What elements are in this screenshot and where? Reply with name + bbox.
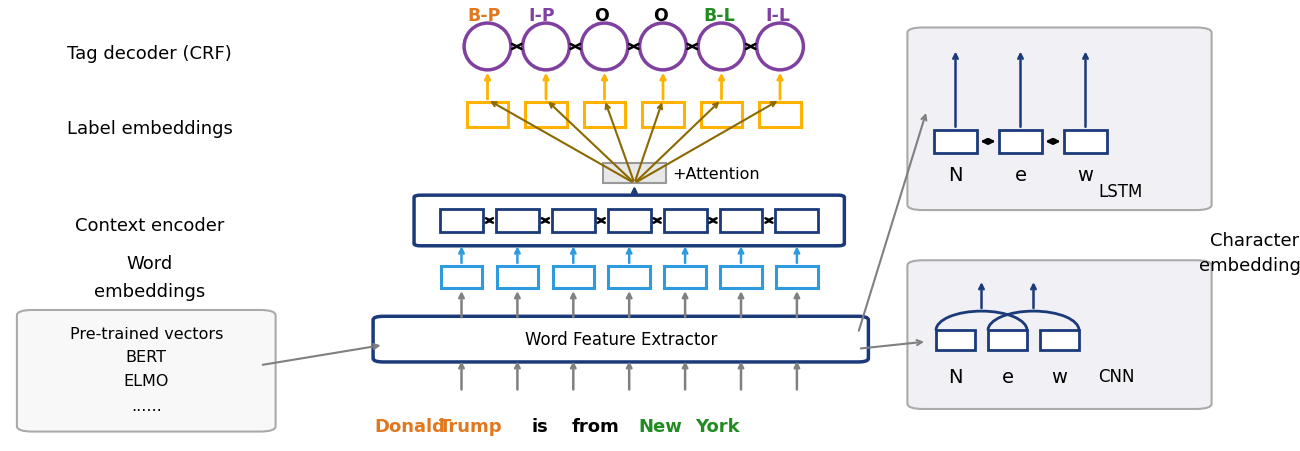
- Text: LSTM: LSTM: [1098, 183, 1143, 201]
- FancyBboxPatch shape: [907, 261, 1212, 409]
- Bar: [584, 102, 625, 127]
- Bar: [603, 163, 666, 184]
- Bar: [933, 130, 978, 154]
- Bar: [441, 266, 482, 289]
- FancyBboxPatch shape: [17, 310, 276, 432]
- Text: N: N: [948, 166, 963, 184]
- Text: e: e: [1001, 367, 1014, 386]
- Bar: [642, 102, 684, 127]
- Ellipse shape: [581, 24, 628, 71]
- Text: is: is: [532, 417, 547, 435]
- Text: B-L: B-L: [703, 7, 734, 25]
- Text: Donald: Donald: [374, 417, 445, 435]
- Text: Trump: Trump: [439, 417, 502, 435]
- Bar: [552, 266, 594, 289]
- Text: I-L: I-L: [764, 7, 790, 25]
- Bar: [552, 209, 595, 233]
- Text: I-P: I-P: [529, 7, 555, 25]
- Bar: [1000, 130, 1043, 154]
- Text: CNN: CNN: [1098, 368, 1135, 386]
- Text: Label embeddings: Label embeddings: [66, 120, 233, 138]
- Text: w: w: [1078, 166, 1093, 184]
- Text: N: N: [948, 367, 963, 386]
- Text: embeddings: embeddings: [94, 282, 205, 300]
- FancyBboxPatch shape: [413, 196, 845, 246]
- Ellipse shape: [464, 24, 511, 71]
- Bar: [759, 102, 801, 127]
- Text: BERT: BERT: [126, 349, 166, 364]
- Text: ......: ......: [131, 398, 161, 414]
- Ellipse shape: [698, 24, 745, 71]
- Ellipse shape: [523, 24, 569, 71]
- Bar: [988, 330, 1027, 351]
- Bar: [497, 266, 538, 289]
- Text: New: New: [638, 417, 682, 435]
- Bar: [439, 209, 482, 233]
- Bar: [467, 102, 508, 127]
- FancyBboxPatch shape: [373, 317, 868, 362]
- Bar: [1063, 130, 1108, 154]
- Bar: [701, 102, 742, 127]
- Bar: [608, 266, 650, 289]
- Bar: [497, 209, 538, 233]
- Text: B-P: B-P: [467, 7, 500, 25]
- Text: from: from: [572, 417, 619, 435]
- Text: Pre-trained vectors: Pre-trained vectors: [70, 326, 222, 341]
- Text: e: e: [1014, 166, 1027, 184]
- Text: +Attention: +Attention: [672, 166, 759, 181]
- Bar: [776, 266, 818, 289]
- Bar: [664, 209, 707, 233]
- Text: O: O: [653, 7, 668, 25]
- Bar: [1040, 330, 1079, 351]
- Text: Context encoder: Context encoder: [75, 216, 224, 235]
- FancyBboxPatch shape: [907, 28, 1212, 211]
- Ellipse shape: [640, 24, 686, 71]
- Text: w: w: [1052, 367, 1067, 386]
- Text: ELMO: ELMO: [124, 373, 169, 389]
- Text: Word: Word: [126, 255, 173, 273]
- Bar: [664, 266, 706, 289]
- Bar: [720, 266, 762, 289]
- Bar: [720, 209, 762, 233]
- Text: Word Feature Extractor: Word Feature Extractor: [525, 331, 716, 348]
- Bar: [608, 209, 650, 233]
- Ellipse shape: [757, 24, 803, 71]
- Text: York: York: [696, 417, 740, 435]
- Text: Character
embeddings: Character embeddings: [1199, 231, 1300, 274]
- Bar: [936, 330, 975, 351]
- Bar: [775, 209, 819, 233]
- Text: O: O: [594, 7, 610, 25]
- Bar: [525, 102, 567, 127]
- Text: Tag decoder (CRF): Tag decoder (CRF): [68, 45, 231, 63]
